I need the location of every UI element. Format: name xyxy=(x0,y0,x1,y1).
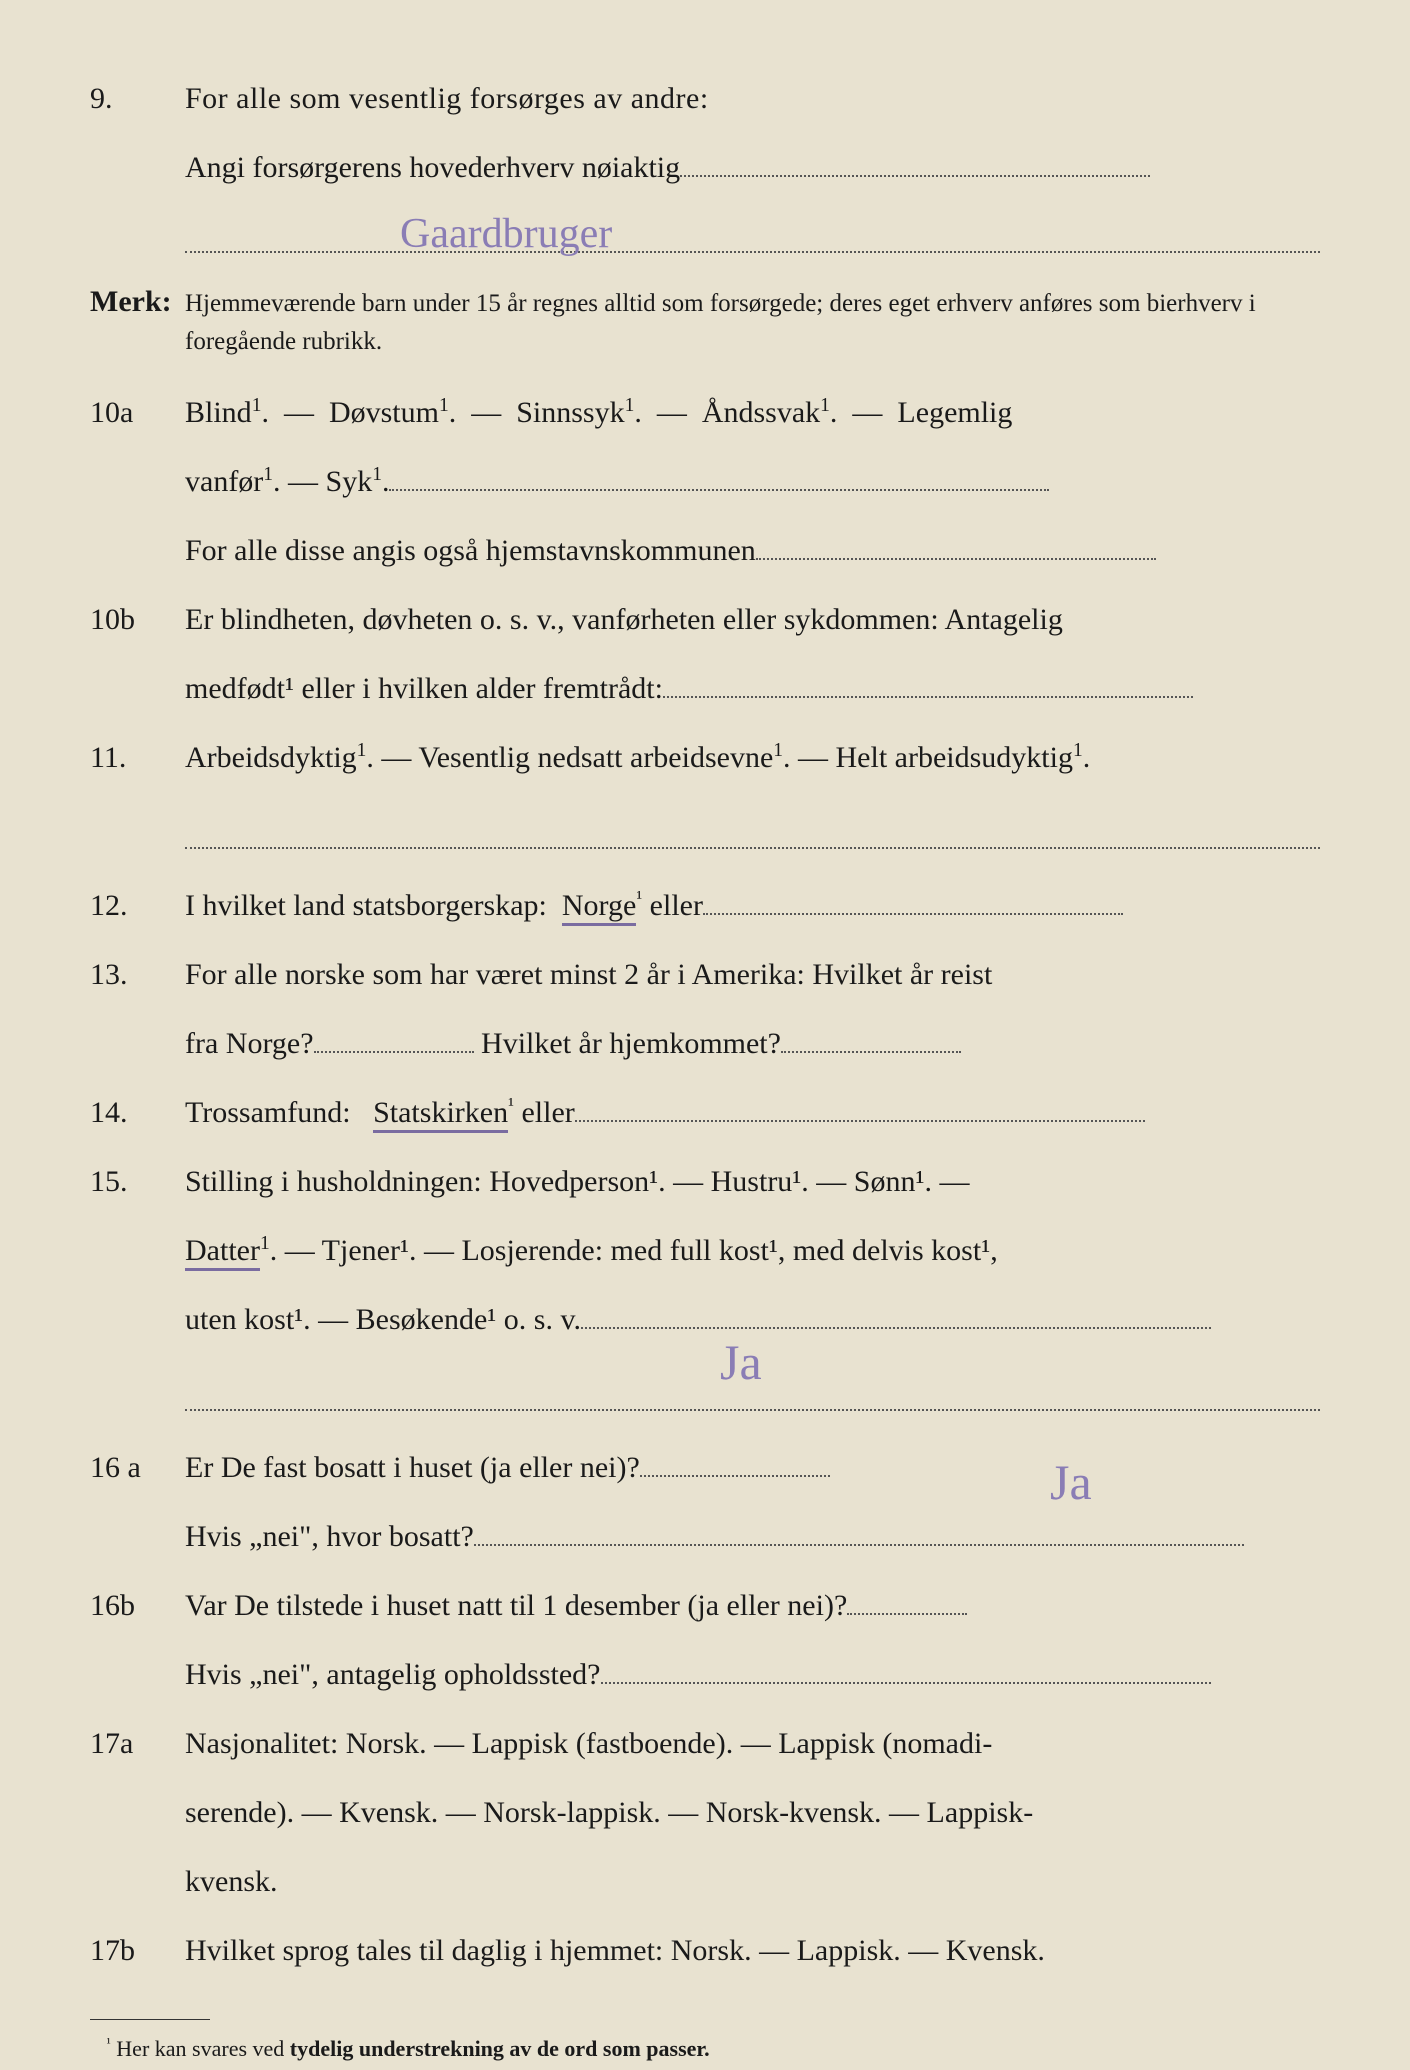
q17a-text1: Nasjonalitet: Norsk. — Lappisk (fastboen… xyxy=(185,1715,1320,1772)
q12-norge: Norge xyxy=(562,889,636,926)
merk-text: Hjemmeværende barn under 15 år regnes al… xyxy=(185,285,1320,360)
q11-row: 11. Arbeidsdyktig1. — Vesentlig nedsatt … xyxy=(90,729,1320,786)
q13-num: 13. xyxy=(90,946,185,1003)
q9-num: 9. xyxy=(90,70,185,127)
q9-text1: For alle som vesentlig forsørges av andr… xyxy=(185,70,1320,127)
handwritten-answer-16b: Ja xyxy=(1050,1435,1092,1530)
q10a-row1: 10a Blind1. — Døvstum1. — Sinnssyk1. — Å… xyxy=(90,384,1320,441)
q10b-row2: medfødt¹ eller i hvilken alder fremtrådt… xyxy=(90,660,1320,717)
q9-row2: Angi forsørgerens hovederhverv nøiaktig xyxy=(90,139,1320,196)
handwritten-answer-16a: Ja xyxy=(720,1315,762,1410)
q16a-row2: Hvis „nei", hvor bosatt? xyxy=(90,1508,1320,1565)
q16a-row1: 16 a Er De fast bosatt i huset (ja eller… xyxy=(90,1439,1320,1496)
q17a-row2: serende). — Kvensk. — Norsk-lappisk. — N… xyxy=(90,1784,1320,1841)
q17b-row: 17b Hvilket sprog tales til daglig i hje… xyxy=(90,1922,1320,1979)
q15-num: 15. xyxy=(90,1153,185,1210)
q15-row3: uten kost¹. — Besøkende¹ o. s. v. xyxy=(90,1291,1320,1348)
q16b-row1: 16b Var De tilstede i huset natt til 1 d… xyxy=(90,1577,1320,1634)
q17b-text: Hvilket sprog tales til daglig i hjemmet… xyxy=(185,1922,1320,1979)
q10a-num: 10a xyxy=(90,384,185,441)
footnote-rule xyxy=(90,2019,210,2020)
q12-row: 12. I hvilket land statsborgerskap: Norg… xyxy=(90,877,1320,934)
q10a-row2: vanfør1. — Syk1. xyxy=(90,453,1320,510)
q13-text1: For alle norske som har været minst 2 år… xyxy=(185,946,1320,1003)
q16b-num: 16b xyxy=(90,1577,185,1634)
q12-num: 12. xyxy=(90,877,185,934)
q17b-num: 17b xyxy=(90,1922,185,1979)
q10b-text1: Er blindheten, døvheten o. s. v., vanfør… xyxy=(185,591,1320,648)
handwritten-answer-9: Gaardbruger xyxy=(400,195,612,275)
q15-row1: 15. Stilling i husholdningen: Hovedperso… xyxy=(90,1153,1320,1210)
q15-row2: Datter1. — Tjener¹. — Losjerende: med fu… xyxy=(90,1222,1320,1279)
q10b-num: 10b xyxy=(90,591,185,648)
q16a-num: 16 a xyxy=(90,1439,185,1496)
q15-datter: Datter xyxy=(185,1234,260,1271)
q14-row: 14. Trossamfund: Statskirken¹ eller xyxy=(90,1084,1320,1141)
q17a-text2: serende). — Kvensk. — Norsk-lappisk. — N… xyxy=(185,1784,1320,1841)
q9-blank-line xyxy=(185,208,1320,253)
q10a-row3: For alle disse angis også hjemstavnskomm… xyxy=(90,522,1320,579)
q14-num: 14. xyxy=(90,1084,185,1141)
merk-label: Merk: xyxy=(90,273,185,330)
footnote: ¹ Her kan svares ved tydelig understrekn… xyxy=(90,2028,1320,2070)
q17a-num: 17a xyxy=(90,1715,185,1772)
q9-blank xyxy=(680,147,1150,177)
q13-row2: fra Norge? Hvilket år hjemkommet? xyxy=(90,1015,1320,1072)
merk-row: Merk: Hjemmeværende barn under 15 år reg… xyxy=(90,273,1320,360)
divider-11 xyxy=(185,804,1320,849)
q17a-row1: 17a Nasjonalitet: Norsk. — Lappisk (fast… xyxy=(90,1715,1320,1772)
q17a-text3: kvensk. xyxy=(185,1853,1320,1910)
q10b-row1: 10b Er blindheten, døvheten o. s. v., va… xyxy=(90,591,1320,648)
q16b-row2: Hvis „nei", antagelig opholdssted? xyxy=(90,1646,1320,1703)
q17a-row3: kvensk. xyxy=(90,1853,1320,1910)
q9-row1: 9. For alle som vesentlig forsørges av a… xyxy=(90,70,1320,127)
q14-statskirken: Statskirken xyxy=(373,1096,508,1133)
q11-num: 11. xyxy=(90,729,185,786)
q9-text2: Angi forsørgerens hovederhverv nøiaktig xyxy=(185,151,680,184)
q15-text1: Stilling i husholdningen: Hovedperson¹. … xyxy=(185,1153,1320,1210)
q13-row1: 13. For alle norske som har været minst … xyxy=(90,946,1320,1003)
